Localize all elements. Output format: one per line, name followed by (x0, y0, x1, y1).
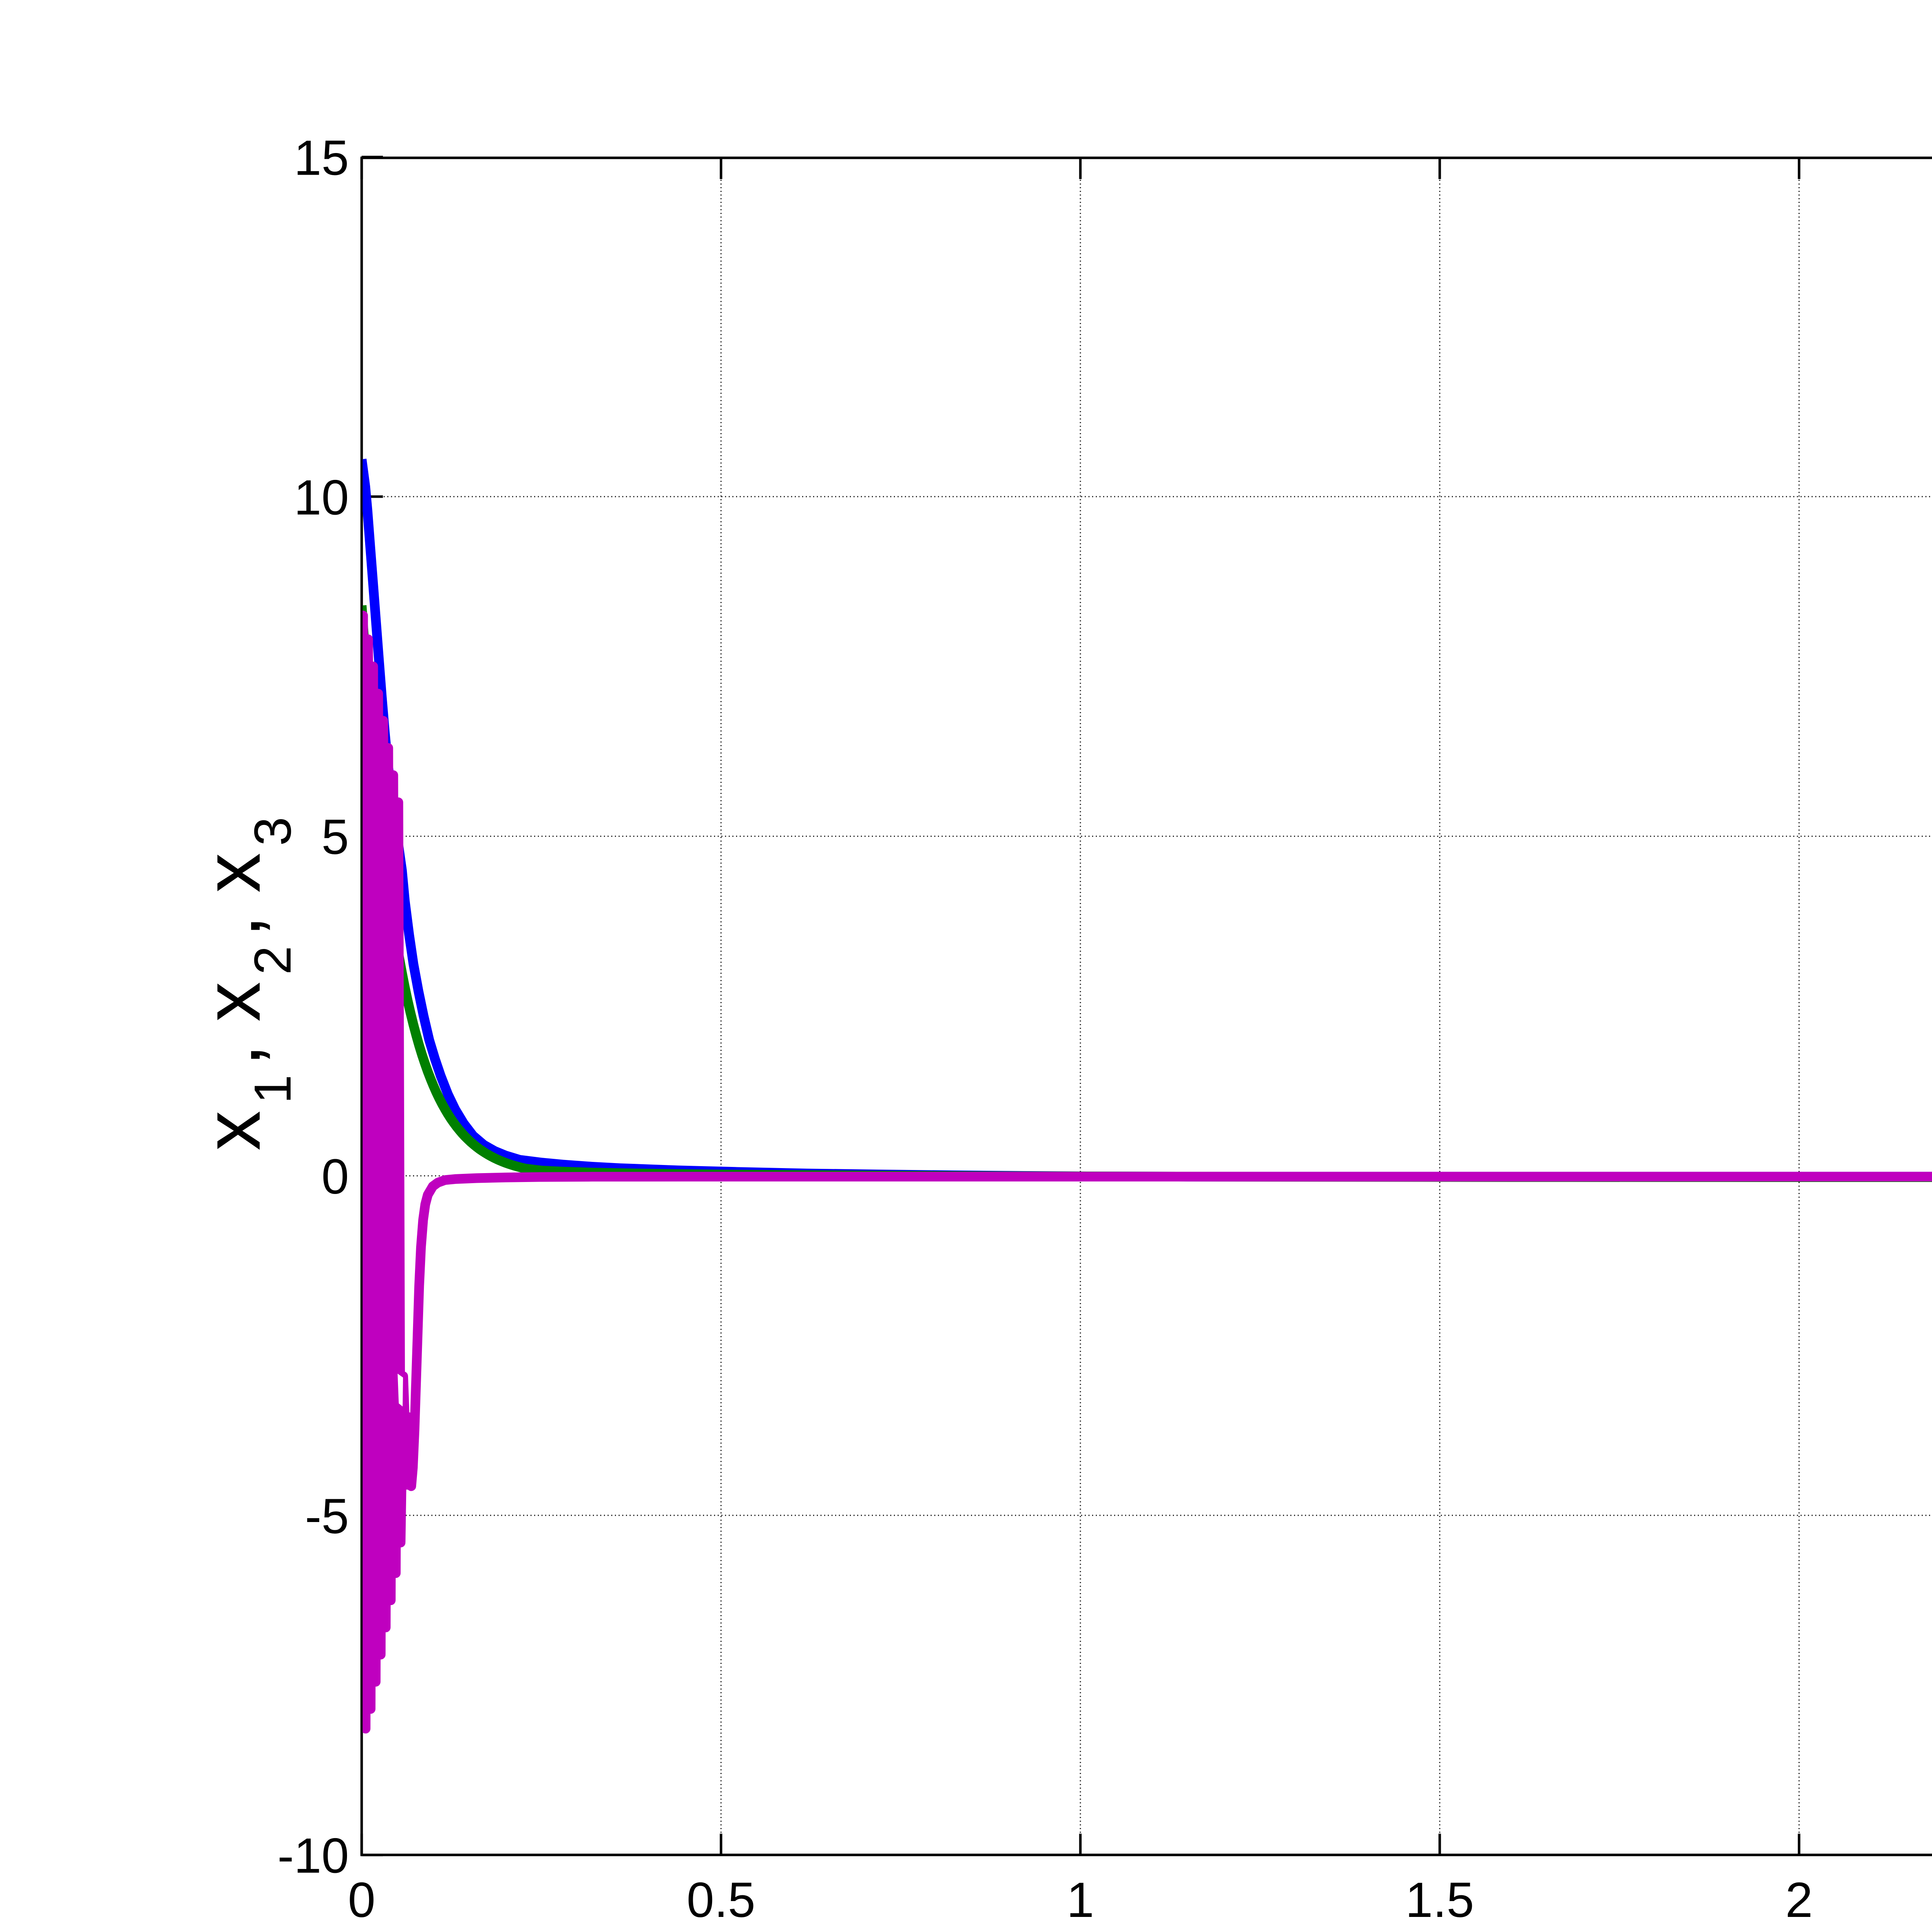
svg-text:-10: -10 (277, 1828, 349, 1884)
svg-text:-5: -5 (305, 1489, 349, 1544)
svg-text:1: 1 (1066, 1872, 1094, 1928)
svg-text:10: 10 (294, 470, 349, 525)
svg-text:2: 2 (1785, 1872, 1813, 1928)
svg-text:5: 5 (321, 810, 349, 865)
svg-text:0.5: 0.5 (687, 1872, 755, 1928)
svg-text:0: 0 (321, 1149, 349, 1204)
svg-text:0: 0 (348, 1872, 375, 1928)
svg-text:1.5: 1.5 (1405, 1872, 1474, 1928)
svg-text:15: 15 (294, 130, 349, 185)
